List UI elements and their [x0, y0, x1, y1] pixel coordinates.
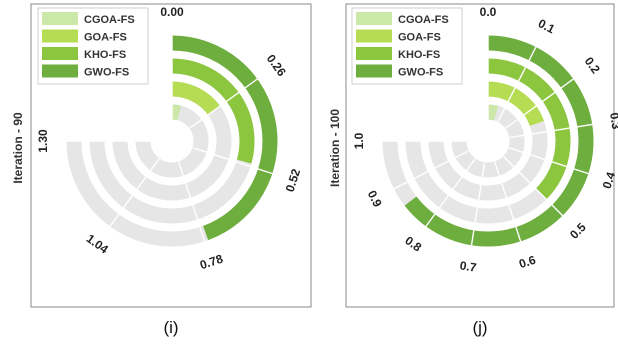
legend-label: GWO-FS	[84, 67, 129, 79]
legend-label: CGOA-FS	[398, 14, 449, 26]
legend-label: GOA-FS	[84, 32, 127, 44]
legend-label: KHO-FS	[84, 49, 126, 61]
tick-label: 1.30	[36, 129, 50, 153]
tick-label: 0.00	[160, 5, 184, 19]
y-axis-label: Iteration - 90	[11, 112, 25, 184]
legend-label: KHO-FS	[398, 49, 440, 61]
legend-label: GWO-FS	[398, 67, 443, 79]
legend-swatch	[356, 65, 392, 78]
y-axis-label: Iteration - 100	[328, 109, 342, 187]
legend-swatch	[356, 30, 392, 43]
legend-swatch	[42, 47, 78, 60]
legend-swatch	[42, 12, 78, 25]
legend-swatch	[356, 47, 392, 60]
subfigure-caption: (j)	[472, 318, 487, 337]
tick-label: 0.7	[459, 258, 478, 274]
legend-swatch	[42, 30, 78, 43]
chart-panel-2: 0.00.10.20.30.40.50.60.70.80.91.0Iterati…	[328, 4, 618, 337]
bar-cgoa-fs	[172, 112, 179, 113]
legend-label: GOA-FS	[398, 32, 441, 44]
tick-label: 0.0	[480, 5, 497, 19]
legend-swatch	[42, 65, 78, 78]
legend-swatch	[356, 12, 392, 25]
tick-label: 1.0	[352, 132, 366, 149]
subfigure-caption: (i)	[163, 318, 178, 337]
legend-label: CGOA-FS	[84, 14, 135, 26]
bar-cgoa-fs	[488, 112, 496, 113]
